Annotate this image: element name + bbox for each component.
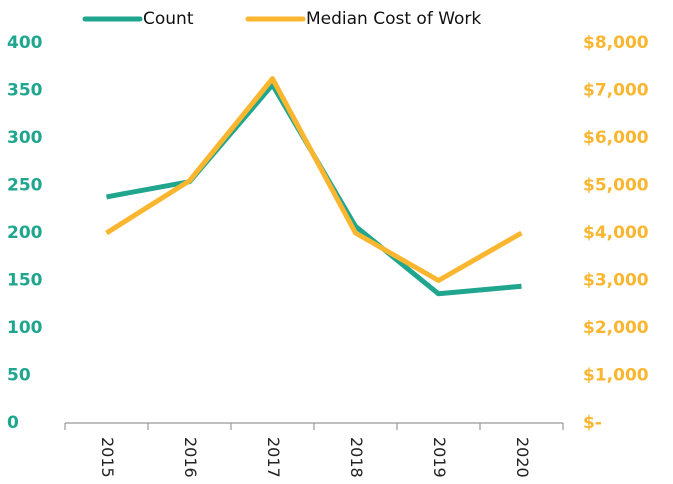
series-line bbox=[105, 76, 523, 283]
y2-tick-label: $4,000 bbox=[583, 223, 649, 243]
y-tick-label: 0 bbox=[7, 413, 19, 433]
y-tick-label: 300 bbox=[7, 128, 43, 148]
x-tick-label: 2016 bbox=[181, 437, 200, 478]
x-tick-label: 2018 bbox=[347, 437, 366, 478]
y-tick-label: 50 bbox=[7, 366, 31, 386]
legend-label: Median Cost of Work bbox=[306, 9, 481, 29]
y2-tick-label: $7,000 bbox=[583, 81, 649, 101]
y-tick-label: 350 bbox=[7, 81, 43, 101]
x-tick-label: 2017 bbox=[264, 437, 283, 478]
y2-tick-label: $8,000 bbox=[583, 33, 649, 53]
y-tick-label: 250 bbox=[7, 176, 43, 196]
y2-tick-label: $5,000 bbox=[583, 176, 649, 196]
y-tick-label: 400 bbox=[7, 33, 43, 53]
y2-tick-label: $3,000 bbox=[583, 271, 649, 291]
y2-tick-label: $- bbox=[583, 413, 602, 433]
y-tick-label: 150 bbox=[7, 271, 43, 291]
legend-label: Count bbox=[143, 9, 194, 29]
x-tick-label: 2019 bbox=[430, 437, 449, 478]
y-tick-label: 100 bbox=[7, 318, 43, 338]
y2-tick-label: $6,000 bbox=[583, 128, 649, 148]
x-tick-label: 2020 bbox=[513, 437, 532, 478]
y2-tick-label: $2,000 bbox=[583, 318, 649, 338]
series-line bbox=[106, 82, 522, 297]
y2-tick-label: $1,000 bbox=[583, 366, 649, 386]
x-tick-label: 2015 bbox=[98, 437, 117, 478]
y-tick-label: 200 bbox=[7, 223, 43, 243]
